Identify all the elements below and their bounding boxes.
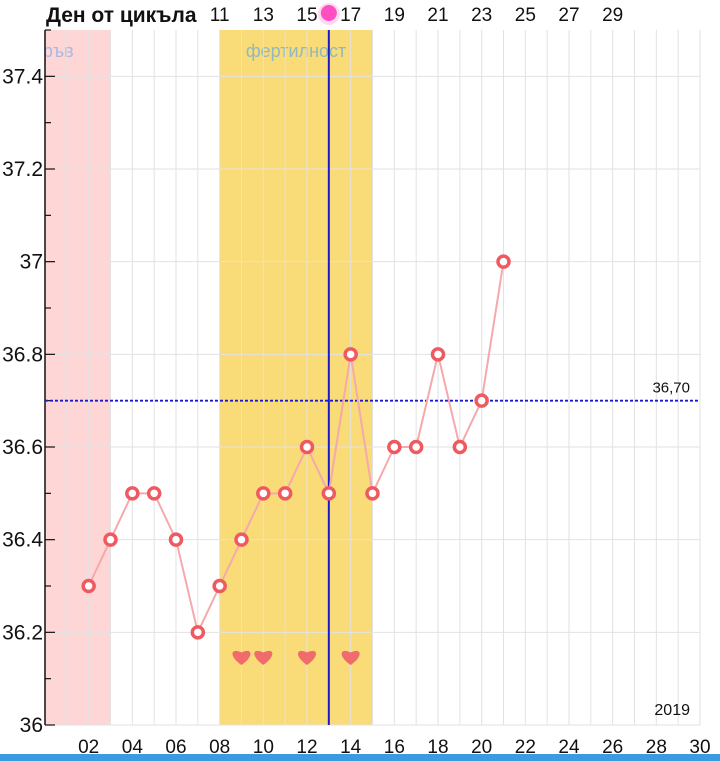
cycle-day-tick-label: 19 [384,5,405,26]
x-tick-label: 30 [689,737,710,758]
coverline-label: 36,70 [652,380,690,397]
temperature-point [81,578,96,594]
temperature-point [234,532,249,547]
x-tick-label: 24 [558,737,580,758]
temperature-point [212,578,227,594]
x-tick-label: 04 [122,737,144,758]
temperature-point [496,254,511,269]
cycle-day-title: Ден от цикъла [46,4,197,27]
fertile-band [219,30,373,725]
cycle-day-tick-label: 15 [296,5,317,26]
cycle-day-tick-label: 11 [210,5,230,26]
heart-icon [341,650,360,665]
x-tick-label: 12 [296,737,317,758]
x-tick-label: 22 [515,737,536,758]
temperature-point [452,439,468,455]
bottom-bar [0,754,720,761]
x-tick-label: 06 [165,737,186,758]
period-band [45,30,111,725]
y-tick-label: 36.4 [2,529,43,552]
x-tick-label: 10 [253,737,274,758]
temperature-point [343,347,358,362]
temperature-point [430,347,446,362]
y-tick-label: 36.8 [2,343,43,366]
fertile-band-label: фертилност [246,41,346,61]
x-tick-label: 26 [602,737,623,758]
y-tick-label: 37.2 [2,158,43,181]
temperature-point [256,486,271,501]
temperature-point [125,486,140,501]
axes-layer: 36 36.2 36.4 36.6 36.8 37 37.2 37.4 02 04 06 08 10 12… [2,5,710,758]
x-tick-label: 18 [427,737,448,758]
heart-icon [254,650,273,665]
temperature-point [277,486,293,501]
temperature-point [146,486,162,501]
heart-icon [232,650,251,665]
cycle-day-tick-label: 23 [471,5,492,26]
temperature-point [168,532,184,547]
temperature-point [474,393,489,408]
temperature-point [190,625,206,640]
temperature-line [87,261,505,636]
temperature-point [299,439,315,455]
temperature-point [103,532,118,547]
y-tick-label: 37 [20,251,43,274]
cycle-day-tick-label: 27 [558,5,579,26]
cycle-day-tick-label: 29 [602,5,623,26]
x-tick-label: 14 [340,737,362,758]
x-tick-label: 02 [78,737,99,758]
y-tick-label: 37.4 [2,65,43,88]
x-tick-label: 20 [471,737,492,758]
year-label: 2019 [654,702,690,719]
ovulation-dot [320,5,337,21]
cycle-day-tick-label: 25 [515,5,536,26]
cycle-day-tick-label: 17 [340,5,361,26]
x-tick-label: 28 [646,737,667,758]
series-layer [81,254,511,640]
y-tick-label: 36.2 [2,621,43,644]
temperature-point [321,486,337,501]
x-tick-label: 16 [384,737,405,758]
heart-icon [297,650,317,665]
cycle-day-tick-label: 13 [253,5,274,26]
y-tick-label: 36.6 [2,436,43,459]
overlays-layer: 36,70 [45,3,700,725]
temperature-point [387,439,402,455]
cycle-day-tick-label: 21 [427,5,448,26]
x-tick-label: 08 [209,737,230,758]
y-tick-label: 36 [20,714,43,737]
temperature-point [408,439,424,455]
labels-layer: 2019 [654,702,690,719]
temperature-point [365,486,380,501]
